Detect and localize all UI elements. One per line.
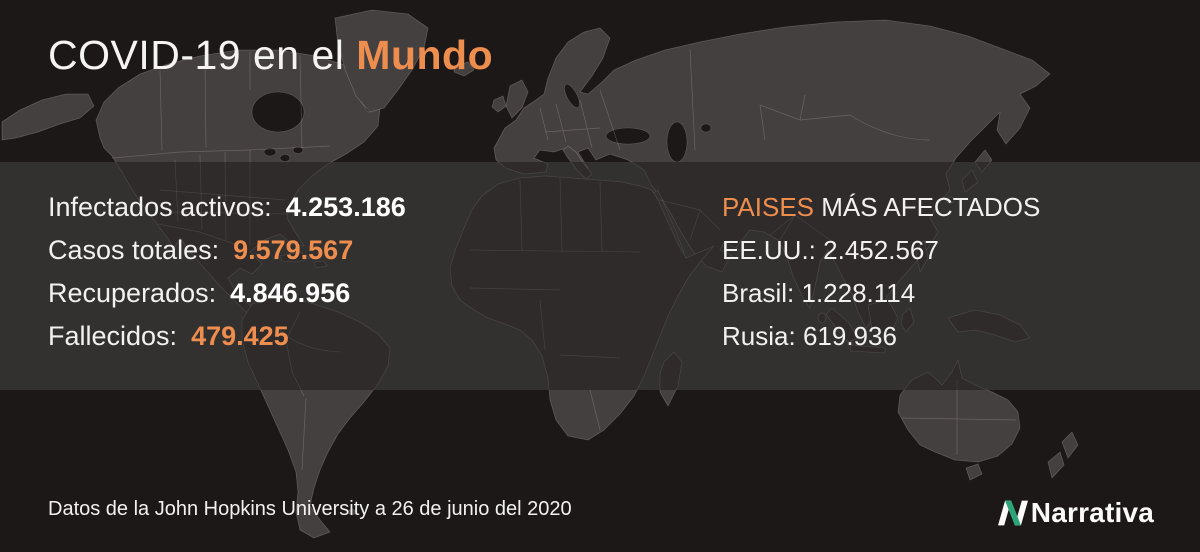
- stat-value: 9.579.567: [233, 235, 354, 265]
- country-row-usa: EE.UU.: 2.452.567: [722, 229, 1040, 272]
- country-row-brazil: Brasil: 1.228.114: [722, 272, 1040, 315]
- most-affected-countries: PAISES MÁS AFECTADOS EE.UU.: 2.452.567 B…: [722, 186, 1040, 358]
- country-value: 619.936: [802, 321, 897, 351]
- stat-label: Infectados activos:: [48, 192, 272, 222]
- country-label: Rusia:: [722, 321, 796, 351]
- stat-row-total: Casos totales: 9.579.567: [48, 229, 406, 272]
- stats-highlight-band: [0, 162, 1200, 390]
- countries-heading: PAISES MÁS AFECTADOS: [722, 186, 1040, 229]
- title-prefix: COVID-19 en el: [48, 32, 357, 78]
- page-title: COVID-19 en el Mundo: [48, 32, 493, 79]
- stat-value: 4.253.186: [285, 192, 406, 222]
- stat-value: 4.846.956: [230, 278, 351, 308]
- title-highlight: Mundo: [356, 32, 494, 78]
- country-label: Brasil:: [722, 278, 795, 308]
- country-value: 1.228.114: [801, 278, 916, 308]
- stat-row-deaths: Fallecidos: 479.425: [48, 315, 406, 358]
- stat-row-recovered: Recuperados: 4.846.956: [48, 272, 406, 315]
- countries-heading-highlight: PAISES: [722, 192, 815, 222]
- data-source-note: Datos de la John Hopkins University a 26…: [48, 498, 572, 520]
- countries-heading-rest: MÁS AFECTADOS: [814, 192, 1041, 222]
- narrativa-n-icon: [997, 500, 1028, 526]
- global-stats: Infectados activos: 4.253.186 Casos total…: [48, 186, 406, 358]
- country-value: 2.452.567: [823, 235, 939, 265]
- stat-label: Fallecidos:: [48, 321, 178, 351]
- stat-row-active: Infectados activos: 4.253.186: [48, 186, 406, 229]
- country-row-russia: Rusia: 619.936: [722, 315, 1040, 358]
- stat-label: Casos totales:: [48, 235, 220, 265]
- logo-text: Narrativa: [1030, 497, 1154, 528]
- country-label: EE.UU.:: [722, 235, 816, 265]
- narrativa-logo: Narrativa: [997, 497, 1154, 529]
- stat-value: 479.425: [191, 321, 289, 351]
- stat-label: Recuperados:: [48, 278, 217, 308]
